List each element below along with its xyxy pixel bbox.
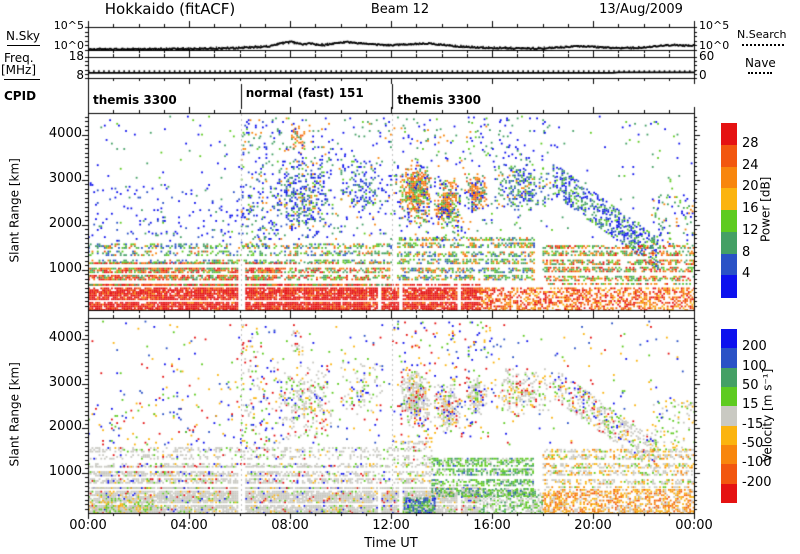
nsearch-label: N.Search <box>737 28 787 41</box>
power-colorbar-segment-4 <box>721 210 737 233</box>
cpid-segment-label-0: themis 3300 <box>93 93 177 107</box>
range-tick-label-2: 2000 <box>48 215 82 231</box>
page-title: Hokkaido (fitACF) <box>104 0 236 18</box>
cpid-segment-label-1: normal (fast) 151 <box>245 86 364 100</box>
cpid-segment-label-2: themis 3300 <box>397 93 482 107</box>
range-tick-label-0: 4000 <box>48 330 82 346</box>
power-colorbar-label-4: 12 <box>742 222 759 238</box>
freq-label-line1: Freq. <box>4 51 34 65</box>
nsky-ytick-bottom-right: 10^0 <box>699 39 730 52</box>
range-tick-label-1: 3000 <box>48 170 82 186</box>
power-colorbar-segment-0 <box>721 123 737 146</box>
range-tick-label-3: 1000 <box>48 463 82 479</box>
power-colorbar-label-2: 20 <box>742 179 759 195</box>
velocity-colorbar-label-0: 200 <box>742 339 767 355</box>
nsky-label: N.Sky <box>6 29 41 43</box>
range-tick-label-2: 2000 <box>48 419 82 435</box>
nave-dotted-line-key <box>748 72 772 74</box>
range-tick-label-0: 4000 <box>48 125 82 141</box>
nsearch-dotted-line-key <box>742 44 784 46</box>
time-tick-label-2: 08:00 <box>271 518 309 533</box>
freq-solid-line-key <box>4 79 40 80</box>
beam-label: Beam 12 <box>370 2 430 17</box>
power-yaxis-title: Slant Range [km] <box>7 158 22 263</box>
velocity-colorbar-segment-4 <box>721 406 737 427</box>
nsky-ytick-bottom-left: 10^0 <box>53 39 84 52</box>
velocity-colorbar-label-2: 50 <box>742 378 759 393</box>
nave-ytick-top: 60 <box>699 49 715 63</box>
velocity-colorbar-segment-5 <box>721 425 737 446</box>
time-tick-label-0: 00:00 <box>69 518 107 533</box>
velocity-colorbar-label-4: -15 <box>742 416 764 432</box>
freq-label-line2: [MHz] <box>1 63 37 77</box>
velocity-colorbar-label-1: 100 <box>742 358 767 374</box>
velocity-colorbar-label-5: -50 <box>742 436 764 451</box>
cpid-label: CPID <box>4 89 37 103</box>
power-colorbar-title: Power [dB] <box>758 176 773 242</box>
time-tick-label-5: 20:00 <box>574 518 612 533</box>
power-colorbar-segment-2 <box>721 166 737 189</box>
time-tick-label-1: 04:00 <box>170 518 208 533</box>
freq-ytick-top: 18 <box>68 49 84 63</box>
velocity-colorbar-segment-6 <box>721 445 737 465</box>
power-colorbar-segment-3 <box>721 188 737 211</box>
velocity-colorbar-segment-0 <box>721 329 737 349</box>
power-colorbar-label-5: 8 <box>742 244 751 260</box>
power-colorbar-label-6: 4 <box>742 266 751 282</box>
power-colorbar-segment-6 <box>721 253 737 276</box>
power-colorbar-segment-7 <box>721 275 737 298</box>
nave-ytick-bottom: 0 <box>699 68 707 82</box>
velocity-colorbar-segment-1 <box>721 348 737 369</box>
velocity-colorbar-label-3: 15 <box>742 397 759 413</box>
time-axis-title: Time UT <box>364 536 418 551</box>
nsky-ytick-top-right: 10^5 <box>699 19 730 32</box>
velocity-yaxis-title: Slant Range [km] <box>7 362 22 467</box>
power-colorbar-label-3: 16 <box>742 201 759 216</box>
freq-ytick-bottom: 8 <box>76 68 84 82</box>
velocity-colorbar-segment-3 <box>721 387 737 407</box>
velocity-colorbar-label-6: -100 <box>742 455 772 471</box>
nsky-ytick-top-left: 10^5 <box>53 19 84 32</box>
time-tick-label-4: 16:00 <box>473 518 511 533</box>
velocity-colorbar-segment-7 <box>721 464 737 485</box>
nave-label: Nave <box>745 56 776 70</box>
power-colorbar-segment-5 <box>721 231 737 254</box>
nsky-solid-line-key <box>7 45 40 46</box>
power-colorbar-label-0: 28 <box>742 135 759 151</box>
range-tick-label-1: 3000 <box>48 374 82 390</box>
velocity-colorbar-segment-8 <box>721 483 737 504</box>
range-tick-label-3: 1000 <box>48 260 82 276</box>
time-tick-label-3: 12:00 <box>372 518 410 533</box>
date-label: 13/Aug/2009 <box>599 2 683 17</box>
velocity-colorbar-label-7: -200 <box>742 474 772 490</box>
velocity-colorbar-segment-2 <box>721 367 737 388</box>
power-colorbar-label-1: 24 <box>742 157 759 173</box>
power-colorbar-segment-1 <box>721 144 737 167</box>
time-tick-label-6: 00:00 <box>675 518 713 533</box>
